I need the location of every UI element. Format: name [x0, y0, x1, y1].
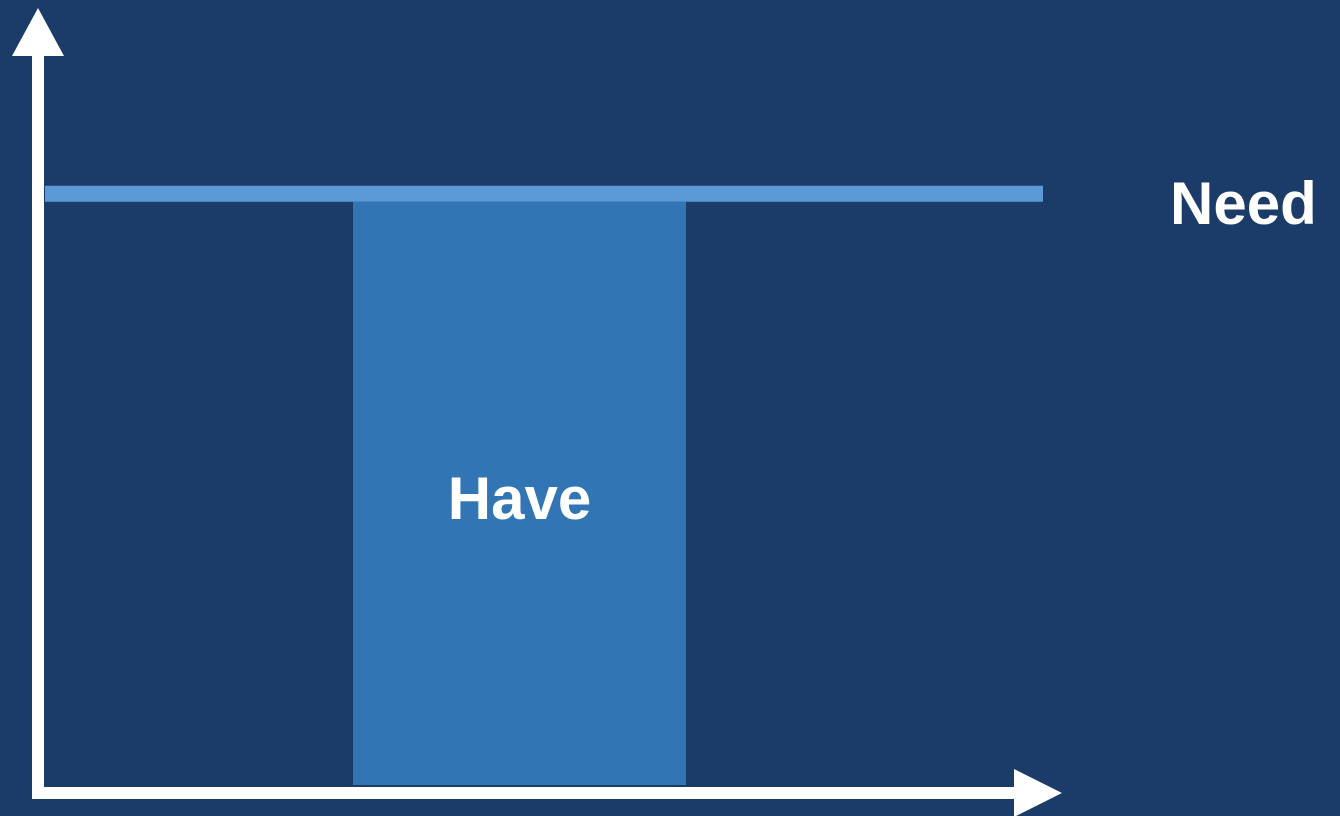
have-bar-label: Have	[448, 465, 591, 532]
need-line-label: Need	[1170, 170, 1317, 237]
x-axis-arrowhead	[1014, 769, 1062, 816]
have-bar	[353, 201, 686, 786]
y-axis-arrowhead	[12, 8, 64, 56]
